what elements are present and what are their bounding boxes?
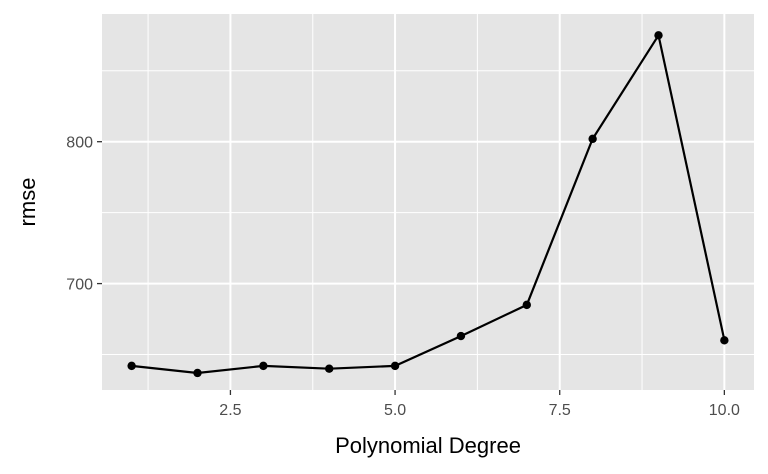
x-axis-title: Polynomial Degree (335, 433, 521, 458)
data-point (654, 31, 663, 40)
data-point (193, 368, 202, 378)
x-tick-label: 10.0 (709, 402, 740, 419)
data-point (127, 361, 136, 371)
y-axis-title: rmse (15, 178, 40, 227)
data-point (522, 300, 531, 310)
rmse-series-line (131, 32, 726, 375)
y-tick-label: 700 (66, 277, 93, 294)
data-point (720, 336, 729, 345)
data-point (588, 134, 597, 144)
y-axis-ticks: 700 800 (66, 135, 102, 294)
data-point (259, 361, 268, 371)
x-axis-ticks: 2.5 5.0 7.5 10.0 (219, 390, 740, 419)
data-point (456, 331, 466, 341)
plot-panel (102, 14, 754, 390)
major-gridlines (102, 14, 754, 390)
x-tick-label: 5.0 (384, 402, 406, 419)
data-point (325, 364, 334, 373)
y-tick-label: 800 (66, 135, 93, 152)
x-tick-label: 7.5 (549, 402, 571, 419)
minor-gridlines (102, 14, 754, 390)
data-point (390, 361, 400, 371)
rmse-data-points (127, 31, 729, 378)
x-tick-label: 2.5 (219, 402, 241, 419)
